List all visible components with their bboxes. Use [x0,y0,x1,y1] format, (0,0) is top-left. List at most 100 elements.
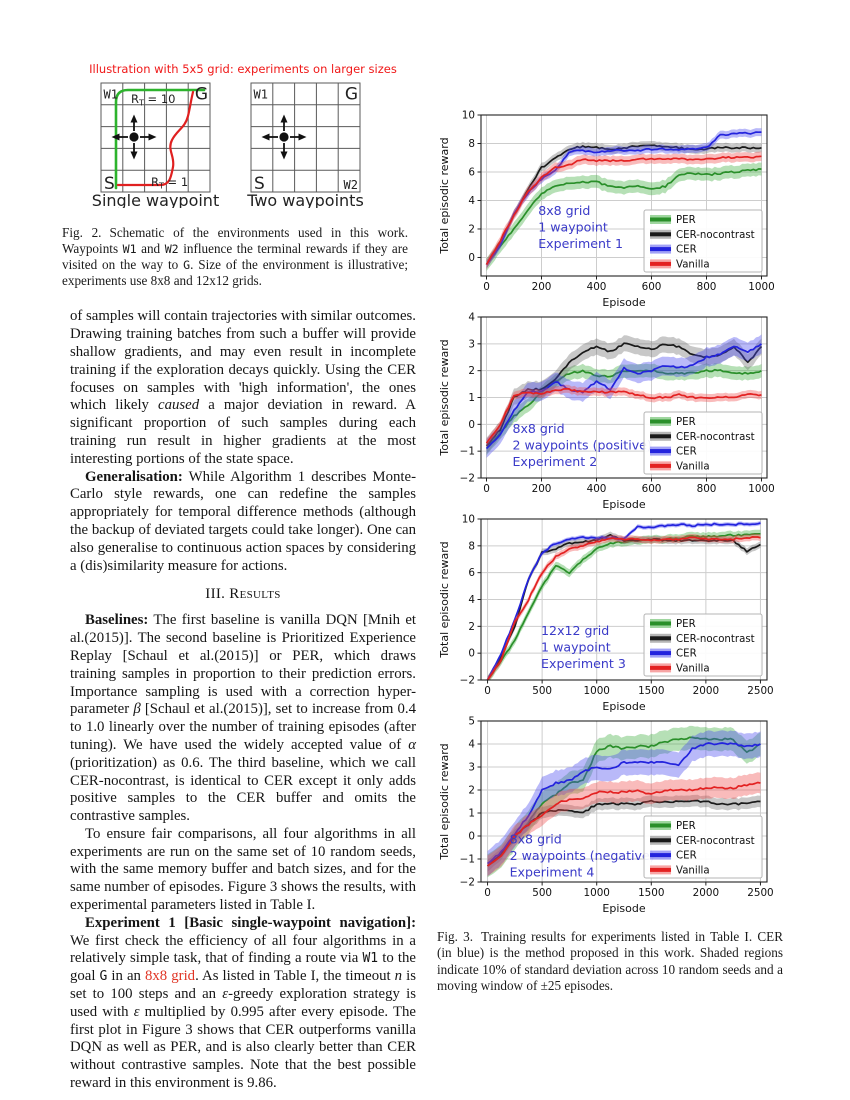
legend-label: CER [676,851,697,862]
paragraph-generalisation: Generalisation: While Algorithm 1 descri… [70,469,416,576]
line-chart: 0 200 400 600 800 1000 0 2 4 6 8 10 Episode Total epi… [438,110,775,310]
legend-patch-core [650,261,672,266]
goal-label: G [345,85,358,105]
axes-box [480,720,768,883]
line-CER [486,742,761,865]
x-tick-label: 600 [642,483,662,495]
line-Vanilla [487,781,761,867]
agent-icon [261,114,307,160]
single-waypoint-caption: Single waypoint [92,191,219,208]
x-tick-label: 2500 [747,887,773,899]
text-segment: [Schaul et al.(2015)], set to increase f… [70,701,416,753]
legend-patch-core [650,247,672,252]
plot-annotation: Experiment 1 [538,236,623,251]
plot-annotation: 8x8 grid [512,421,564,436]
legend-patch-core [650,463,672,468]
text-segment: Fig. 3. [437,929,473,944]
x-tick-label: 400 [587,281,607,293]
y-tick-label: 6 [468,166,475,178]
legend-label: Vanilla [676,663,710,674]
text-segment: to the goal [70,950,416,985]
text-segment: . As listed in Table I, the timeout [195,968,395,985]
legend-patch-core [650,449,672,454]
band-PER [487,529,761,680]
x-tick-label: 800 [697,483,717,495]
y-tick-label: 8 [468,540,475,552]
legend-patch-core [650,853,672,858]
figure2-caption: Fig. 2. Schematic of the environments use… [62,225,408,289]
ref-link-8x8-grid[interactable]: 8x8 grid [145,968,196,985]
waypoint1-label: W1 [104,88,118,102]
legend-patch-core [650,651,672,656]
optimal-path-green [114,88,206,190]
y-axis-label: Total episodic reward [438,743,451,860]
line-chart: 0 500 1000 1500 2000 2500 −2 0 2 4 6 8 10 Episode Tota… [438,514,774,714]
text-segment: To ensure fair comparisons, all four alg… [70,825,416,914]
legend-label: CER [676,649,697,660]
text-segment: caused [158,397,200,414]
y-axis-label: Total episodic reward [438,541,451,658]
plot-annotation: Experiment 4 [510,864,595,879]
x-tick-label: 0 [484,685,491,697]
text-segment: β [133,701,141,718]
text-segment: Training results for experiments listed … [437,929,783,994]
x-tick-label: 1000 [748,281,774,293]
text-segment: W1 [122,242,137,257]
x-tick-label: 0 [484,887,491,899]
suboptimal-path-red [116,90,195,187]
x-tick-label: 500 [532,887,552,899]
legend-patch-core [650,434,672,439]
text-segment: III. [205,586,230,603]
text-segment: multiplied by 0.995 after every episode.… [70,1003,416,1092]
terminal-reward-bottom-label: RT = 1 [151,175,188,191]
text-segment: Fig. 2. [62,225,102,240]
legend-label: CER-nocontrast [676,836,755,847]
legend-label: Vanilla [676,865,710,876]
legend-box [643,411,763,475]
figure2-red-title: Illustration with 5x5 grid: experiments … [89,62,397,76]
text-segment: Generalisation: [85,468,183,485]
text-segment: is set to 100 steps and an [70,968,416,1003]
right-column: 0 200 400 600 800 1000 0 2 4 6 8 10 Episode Total epi… [437,108,783,994]
legend-label: CER-nocontrast [676,634,755,645]
y-tick-label: 5 [468,716,475,728]
band-CER [487,730,761,877]
y-tick-label: −1 [460,446,475,458]
text-segment: of samples will contain trajectories wit… [70,308,417,414]
paragraph-outcomes: of samples will contain trajectories wit… [70,308,416,468]
legend-patch-core [650,838,672,843]
band-Vanilla [486,384,762,448]
y-tick-label: 4 [468,739,475,751]
waypoint2-label: W2 [344,178,358,192]
line-Vanilla [486,536,761,681]
legend-label: PER [676,215,696,226]
legend-box [643,209,763,273]
text-segment: W1 [362,951,379,967]
x-tick-label: 2500 [747,685,773,697]
text-segment: influence the terminal rewards if they a… [62,241,409,273]
text-segment: -greedy exploration strategy is used wit… [70,986,416,1020]
legend-label: CER-nocontrast [676,230,755,241]
line-chart: 0 500 1000 1500 2000 2500 −2 −1 0 1 2 3 4 5 Episode Tot… [438,716,774,916]
y-axis-label: Total episodic reward [438,339,451,456]
legend-patch-core [650,823,672,828]
x-axis-label: Episode [602,902,645,915]
terminal-reward-top-label: RT = 10 [131,92,175,108]
plot-annotation: 1 waypoint [538,219,608,234]
text-segment: ε [222,986,229,1003]
start-label: S [104,174,115,194]
figure3-chart-experiment4: 0 500 1000 1500 2000 2500 −2 −1 0 1 2 3 4 5 Episode Tot… [437,714,774,916]
text-segment: Experiment 1 [Basic single-waypoint navi… [85,914,416,931]
line-PER [485,368,762,450]
x-tick-label: 0 [483,483,490,495]
y-tick-label: 0 [468,419,475,431]
line-CER [485,343,763,450]
band-PER [487,725,761,878]
text-segment: Schematic of the environments used in th… [62,225,409,257]
legend-label: PER [676,821,696,832]
plot-annotation: 8x8 grid [538,203,590,218]
legend-box [643,815,763,879]
waypoint1-label: W1 [254,88,268,102]
text-segment: in an [107,968,145,985]
plot-annotation: 1 waypoint [541,639,611,654]
